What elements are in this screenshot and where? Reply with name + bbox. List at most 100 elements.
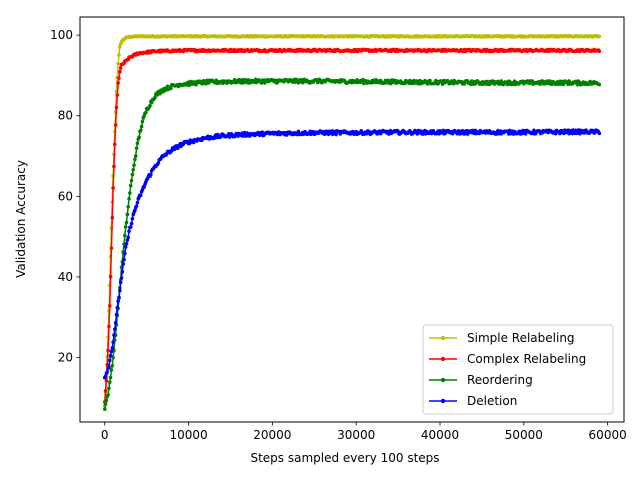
data-point (138, 128, 143, 133)
data-point (156, 160, 161, 165)
data-point (124, 220, 129, 225)
data-point (441, 128, 446, 133)
data-point (107, 365, 111, 370)
data-point (137, 135, 141, 139)
data-point (201, 81, 205, 86)
data-point (129, 221, 134, 226)
data-point (135, 141, 140, 146)
data-point (112, 142, 117, 147)
data-point (113, 320, 118, 325)
legend-item: Complex Relabeling (429, 352, 586, 366)
series-deletion (102, 127, 602, 380)
data-point (107, 324, 111, 329)
series-layer (102, 33, 602, 411)
data-point (124, 241, 129, 246)
data-point (116, 61, 120, 66)
data-point (115, 93, 120, 97)
data-point (114, 312, 119, 317)
data-point (104, 378, 109, 383)
data-point (112, 333, 116, 337)
data-point (113, 123, 118, 127)
x-tick-label: 10000 (169, 428, 207, 442)
data-point (109, 349, 114, 354)
data-point (105, 362, 110, 367)
data-point (112, 327, 117, 332)
series-complex-relabeling (102, 47, 602, 404)
y-axis-title: Validation Accuracy (14, 160, 28, 278)
data-point (104, 398, 109, 403)
data-point (118, 288, 122, 293)
data-point (125, 212, 130, 217)
data-point (133, 154, 138, 158)
data-point (597, 82, 602, 87)
y-tick-label: 60 (58, 189, 73, 203)
data-point (110, 363, 115, 368)
data-point (109, 368, 114, 372)
data-point (109, 246, 114, 250)
data-point (110, 215, 115, 220)
data-point (122, 257, 126, 262)
data-point (465, 132, 470, 136)
data-point (107, 358, 112, 363)
data-point (130, 172, 135, 177)
x-axis: 0 10000 20000 30000 40000 50000 60000 (101, 422, 627, 442)
x-tick-label: 40000 (421, 428, 459, 442)
legend-item: Reordering (429, 373, 533, 387)
data-point (128, 225, 133, 229)
legend-marker (440, 398, 446, 404)
series-simple-relabeling (102, 33, 602, 408)
data-point (107, 304, 112, 308)
data-point (129, 178, 134, 183)
data-point (132, 163, 136, 167)
data-point (107, 386, 111, 391)
data-point (148, 103, 152, 108)
data-point (597, 131, 602, 136)
legend-marker (440, 356, 446, 362)
data-point (296, 129, 301, 134)
legend-marker (440, 377, 446, 383)
data-point (117, 53, 121, 57)
data-point (116, 81, 120, 85)
x-tick-label: 0 (101, 428, 109, 442)
y-tick-label: 100 (50, 28, 73, 42)
data-point (140, 119, 145, 124)
data-point (103, 374, 108, 379)
data-point (140, 187, 145, 192)
data-point (114, 105, 119, 110)
data-point (169, 86, 173, 91)
data-point (597, 34, 602, 39)
data-point (117, 295, 121, 300)
data-point (131, 167, 136, 172)
data-point (334, 132, 338, 137)
y-axis: 20 40 60 80 100 (50, 28, 80, 365)
data-point (126, 204, 130, 209)
data-point (506, 82, 510, 87)
data-point (134, 146, 139, 151)
data-point (149, 100, 154, 105)
data-point (126, 235, 130, 240)
data-point (103, 388, 108, 393)
legend-label: Deletion (467, 394, 517, 408)
data-point (111, 355, 115, 360)
data-point (108, 375, 113, 380)
data-point (127, 196, 131, 201)
y-tick-label: 80 (58, 109, 73, 123)
data-point (108, 353, 113, 358)
data-point (153, 95, 157, 100)
data-point (111, 340, 115, 344)
data-point (110, 346, 115, 350)
legend-item: Simple Relabeling (429, 331, 575, 345)
data-point (260, 130, 265, 134)
legend-label: Reordering (467, 373, 533, 387)
data-point (107, 380, 112, 385)
data-point (118, 66, 123, 70)
data-point (115, 305, 120, 310)
data-point (138, 193, 143, 198)
data-point (123, 251, 127, 256)
data-point (118, 280, 123, 285)
legend-item: Deletion (429, 394, 517, 408)
legend-label: Complex Relabeling (467, 352, 586, 366)
data-point (106, 393, 110, 397)
y-tick-label: 20 (58, 351, 73, 365)
